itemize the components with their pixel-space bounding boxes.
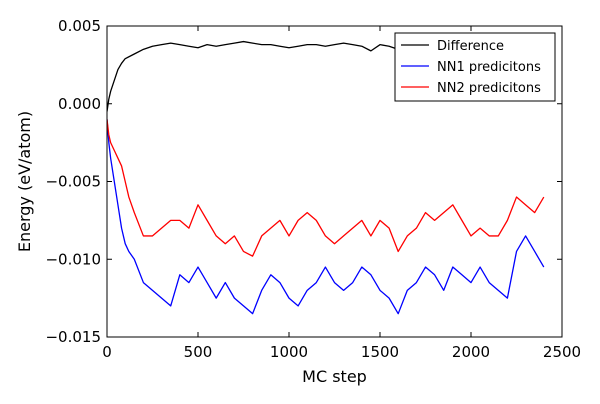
y-tick-label: 0.005 [58, 17, 101, 35]
legend-entry: NN2 predicitons [437, 81, 541, 96]
x-tick-label: 500 [184, 343, 213, 361]
series-line-3 [107, 119, 545, 257]
x-tick-label: 1500 [361, 343, 399, 361]
legend-entry: NN1 predicitons [437, 60, 541, 75]
legend-frame [394, 32, 556, 102]
y-axis-label: Energy (eV/atom) [15, 111, 34, 252]
legend: Difference NN1 predicitons NN2 predicitons [394, 32, 556, 102]
x-tick-label: 0 [102, 343, 112, 361]
axis-ticks [106, 25, 563, 338]
y-tick-label: −0.010 [45, 250, 101, 268]
y-tick-label: 0.000 [58, 95, 101, 113]
y-tick-label: −0.015 [45, 328, 101, 346]
x-tick-label: 1000 [270, 343, 308, 361]
legend-entry: Difference [437, 39, 504, 54]
x-axis-label: MC step [302, 367, 367, 386]
series-line-2 [107, 119, 545, 315]
x-tick-label: 2500 [543, 343, 581, 361]
x-tick-label: 2000 [452, 343, 490, 361]
axis-tick-labels: 0 500 1000 1500 2000 2500 −0.015 −0.010 −0.005 0.… [45, 17, 581, 361]
y-tick-label: −0.005 [45, 173, 101, 191]
